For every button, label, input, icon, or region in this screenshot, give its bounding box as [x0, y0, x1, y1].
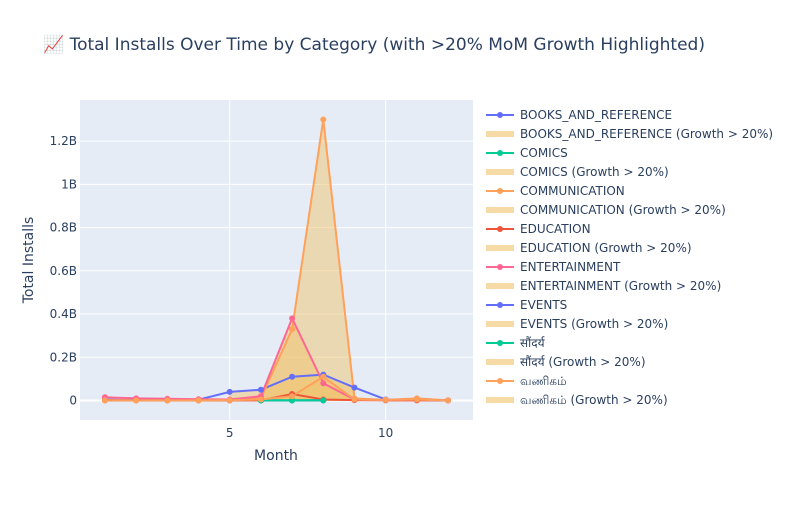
data-point: [227, 389, 233, 395]
y-tick-label: 0: [69, 394, 77, 408]
x-axis-title: Month: [254, 448, 298, 464]
legend-marker: [497, 188, 503, 194]
legend-item-label[interactable]: வணிகம்: [520, 374, 567, 388]
data-point: [102, 397, 108, 403]
data-point: [351, 385, 357, 391]
y-axis-ticks: 0 0.2B 0.4B 0.6B 0.8B 1B 1.2B: [50, 134, 77, 407]
legend-item-label[interactable]: सौंदर्य (Growth > 20%): [520, 355, 646, 369]
data-point: [258, 396, 264, 402]
x-axis-ticks: 5 10: [226, 426, 393, 440]
legend-item-label[interactable]: ENTERTAINMENT: [520, 260, 621, 274]
data-point: [320, 374, 326, 380]
data-point: [289, 374, 295, 380]
legend-marker: [497, 226, 503, 232]
data-point: [414, 396, 420, 402]
data-point: [289, 326, 295, 332]
legend-item-label[interactable]: EVENTS: [520, 298, 567, 312]
y-tick-label: 1.2B: [50, 134, 77, 148]
legend: BOOKS_AND_REFERENCE BOOKS_AND_REFERENCE (…: [486, 108, 773, 407]
legend-item-label[interactable]: COMMUNICATION: [520, 184, 625, 198]
y-tick-label: 0.4B: [50, 307, 77, 321]
y-tick-label: 0.6B: [50, 264, 77, 278]
legend-item-label[interactable]: வணிகம் (Growth > 20%): [520, 393, 668, 407]
data-point: [196, 397, 202, 403]
data-point: [383, 397, 389, 403]
legend-marker: [497, 150, 503, 156]
x-tick-label: 5: [226, 426, 234, 440]
legend-item-label[interactable]: COMICS: [520, 146, 568, 160]
legend-marker: [497, 264, 503, 270]
data-point: [133, 397, 139, 403]
legend-item-label[interactable]: BOOKS_AND_REFERENCE (Growth > 20%): [520, 127, 773, 141]
legend-marker: [497, 340, 503, 346]
legend-marker: [497, 302, 503, 308]
data-point: [289, 393, 295, 399]
data-point: [258, 387, 264, 393]
legend-item-label[interactable]: सौंदर्य: [520, 336, 546, 350]
legend-item-label[interactable]: BOOKS_AND_REFERENCE: [520, 108, 672, 122]
legend-item-label[interactable]: EVENTS (Growth > 20%): [520, 317, 668, 331]
y-tick-label: 0.8B: [50, 221, 77, 235]
data-point: [227, 397, 233, 403]
legend-item-label[interactable]: EDUCATION: [520, 222, 591, 236]
data-point: [320, 116, 326, 122]
legend-item-label[interactable]: COMICS (Growth > 20%): [520, 165, 669, 179]
legend-marker: [497, 378, 503, 384]
y-tick-label: 0.2B: [50, 350, 77, 364]
legend-item-label[interactable]: COMMUNICATION (Growth > 20%): [520, 203, 726, 217]
data-point: [445, 397, 451, 403]
x-tick-label: 10: [378, 426, 393, 440]
legend-item-label[interactable]: EDUCATION (Growth > 20%): [520, 241, 692, 255]
data-point: [164, 397, 170, 403]
y-axis-title: Total Installs: [21, 217, 37, 305]
data-point: [320, 397, 326, 403]
legend-item-label[interactable]: ENTERTAINMENT (Growth > 20%): [520, 279, 721, 293]
legend-marker: [497, 112, 503, 118]
data-point: [320, 380, 326, 386]
data-point: [351, 396, 357, 402]
chart-title: 📈 Total Installs Over Time by Category (…: [43, 34, 705, 55]
y-tick-label: 1B: [61, 177, 77, 191]
data-point: [289, 315, 295, 321]
